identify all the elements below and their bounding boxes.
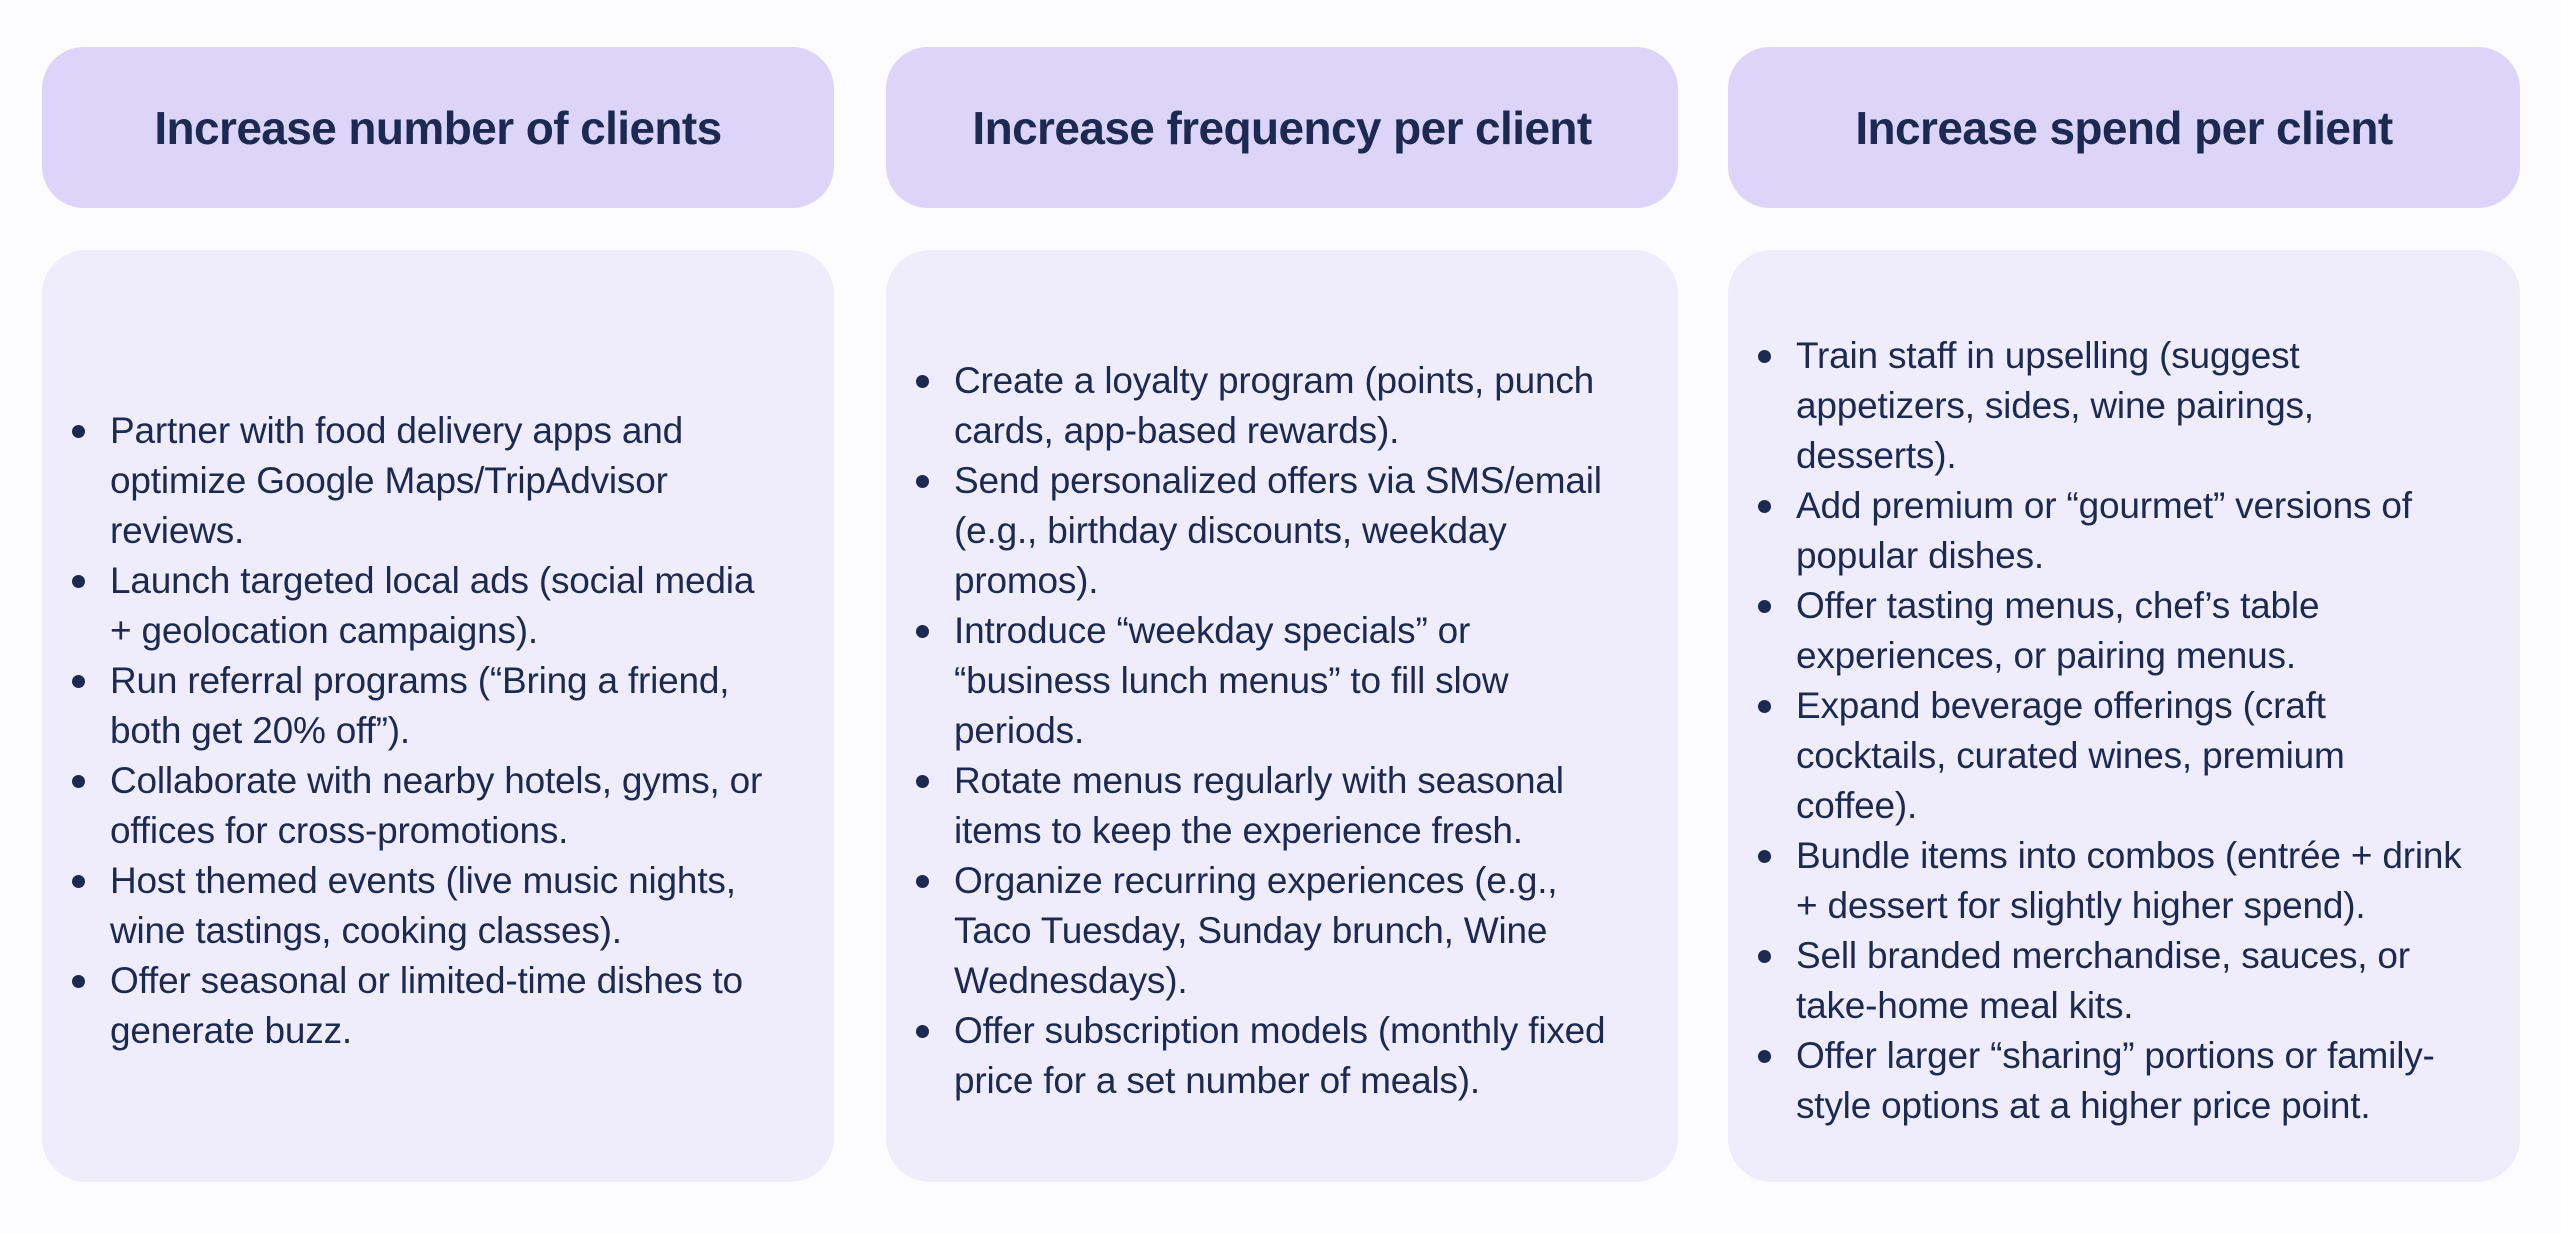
body-card: Partner with food delivery apps and opti… — [42, 250, 834, 1182]
bullet-item: Partner with food delivery apps and opti… — [42, 406, 784, 556]
column-header-title: Increase frequency per client — [972, 101, 1592, 154]
column-header-title: Increase number of clients — [154, 101, 722, 154]
bullet-item: Offer seasonal or limited-time dishes to… — [42, 956, 784, 1056]
bullet-item: Train staff in upselling (suggest appeti… — [1728, 331, 2470, 481]
bullet-item: Rotate menus regularly with seasonal ite… — [886, 756, 1628, 856]
bullet-item: Expand beverage offerings (craft cocktai… — [1728, 681, 2470, 831]
bullet-item: Launch targeted local ads (social media … — [42, 556, 784, 656]
bullet-item: Sell branded merchandise, sauces, or tak… — [1728, 931, 2470, 1031]
bullet-list: Create a loyalty program (points, punch … — [886, 356, 1628, 1106]
bullet-item: Offer subscription models (monthly fixed… — [886, 1006, 1628, 1106]
bullet-item: Host themed events (live music nights, w… — [42, 856, 784, 956]
bullet-item: Add premium or “gourmet” versions of pop… — [1728, 481, 2470, 581]
body-card: Train staff in upselling (suggest appeti… — [1728, 250, 2520, 1182]
bullet-item: Offer larger “sharing” portions or famil… — [1728, 1031, 2470, 1131]
bullet-list: Train staff in upselling (suggest appeti… — [1728, 331, 2470, 1131]
column-header-title: Increase spend per client — [1855, 101, 2393, 154]
bullet-item: Run referral programs (“Bring a friend, … — [42, 656, 784, 756]
header-card: Increase number of clients — [42, 47, 834, 208]
header-card: Increase spend per client — [1728, 47, 2520, 208]
bullet-item: Bundle items into combos (entrée + drink… — [1728, 831, 2470, 931]
bullet-item: Organize recurring experiences (e.g., Ta… — [886, 856, 1628, 1006]
header-card: Increase frequency per client — [886, 47, 1678, 208]
body-card: Create a loyalty program (points, punch … — [886, 250, 1678, 1182]
column-increase-frequency-per-client: Increase frequency per client Create a l… — [886, 47, 1678, 1182]
bullet-item: Offer tasting menus, chef’s table experi… — [1728, 581, 2470, 681]
bullet-list: Partner with food delivery apps and opti… — [42, 406, 784, 1056]
bullet-item: Collaborate with nearby hotels, gyms, or… — [42, 756, 784, 856]
column-increase-number-of-clients: Increase number of clients Partner with … — [42, 47, 834, 1182]
bullet-item: Create a loyalty program (points, punch … — [886, 356, 1628, 456]
column-increase-spend-per-client: Increase spend per client Train staff in… — [1728, 47, 2520, 1182]
bullet-item: Introduce “weekday specials” or “busines… — [886, 606, 1628, 756]
bullet-item: Send personalized offers via SMS/email (… — [886, 456, 1628, 606]
